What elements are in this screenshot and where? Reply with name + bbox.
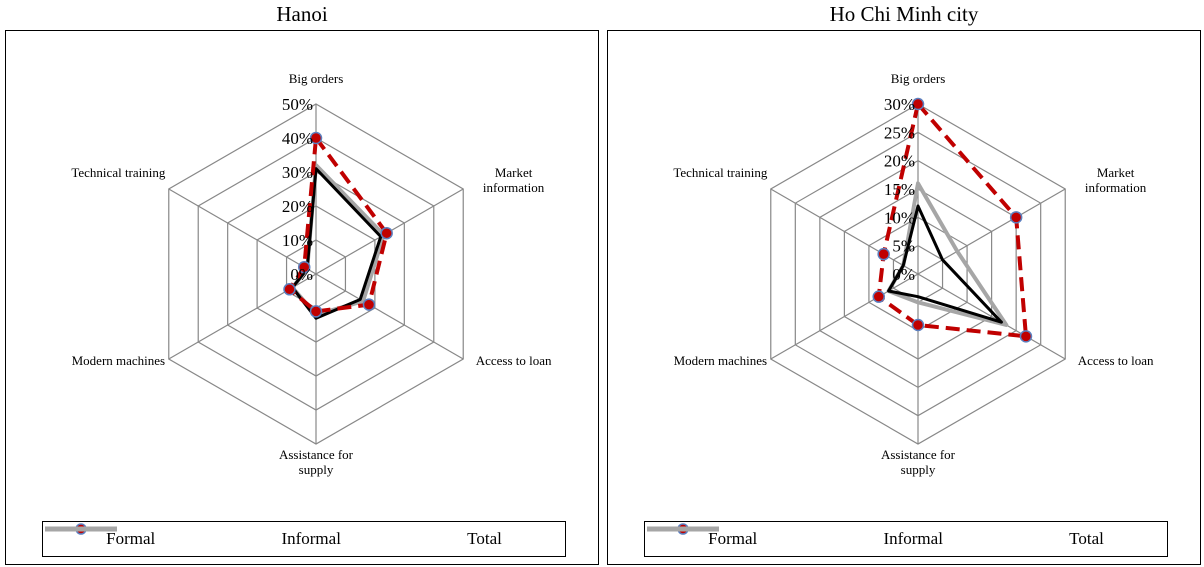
y-tick-label: 30% <box>282 163 313 182</box>
spoke <box>770 273 919 360</box>
y-tick-label: 40% <box>282 129 313 148</box>
legend-swatch <box>647 526 719 532</box>
legend-item: Informal <box>647 527 943 549</box>
y-tick-label: 20% <box>884 152 915 171</box>
y-tick-label: 10% <box>884 208 915 227</box>
spoke <box>315 273 464 360</box>
marker <box>362 298 376 311</box>
y-tick-label: 0% <box>290 265 313 284</box>
category-label: Big orders <box>288 71 344 86</box>
spoke <box>168 188 317 275</box>
marker <box>297 260 311 274</box>
y-tick-label: 30% <box>884 95 915 114</box>
legend-item: Total <box>45 526 502 549</box>
category-label: Technical training <box>71 165 166 180</box>
category-label: Big orders <box>890 71 946 86</box>
series-line <box>887 204 1003 324</box>
y-tick-label: 25% <box>884 123 915 142</box>
y-tick-label: 0% <box>892 265 915 284</box>
legend-label: Formal <box>708 529 758 548</box>
category-label: Modern machines <box>71 353 166 368</box>
legend: Formal Informal Total <box>644 521 1168 557</box>
legend-label: Formal <box>106 529 156 548</box>
marker <box>877 247 890 261</box>
marker <box>309 131 323 145</box>
y-tick-label: 20% <box>282 197 313 216</box>
legend: Formal Informal Total <box>42 521 566 557</box>
marker <box>283 283 296 296</box>
legend-swatch <box>45 526 117 532</box>
legend-label: Total <box>1069 529 1104 548</box>
chart-title: Ho Chi Minh city <box>829 2 979 26</box>
marker <box>1009 211 1023 224</box>
marker <box>911 318 925 332</box>
chart: 0% 5% 10% 15% 20% 25% 30% <box>770 95 1066 445</box>
chart-panel: 0% 10% 20% 30% 40% 50% Big orders Market inform… <box>5 30 599 565</box>
legend-item: Total <box>647 526 1104 549</box>
y-tick-label: 10% <box>282 231 313 250</box>
chart: 0% 10% 20% 30% 40% 50% <box>168 95 464 445</box>
y-tick-label: 5% <box>892 237 915 256</box>
legend-item: Informal <box>45 527 341 549</box>
y-tick-label: 15% <box>884 180 915 199</box>
legend-label: Informal <box>883 529 943 548</box>
chart-panel: 0% 5% 10% 15% 20% 25% 30% Big orders Market info… <box>607 30 1201 565</box>
legend-label: Informal <box>281 529 341 548</box>
category-label: Modern machines <box>673 353 768 368</box>
marker <box>380 226 393 240</box>
spoke <box>770 188 919 275</box>
chart-title: Hanoi <box>276 2 328 26</box>
category-label: Assistance for supply <box>880 447 955 477</box>
category-label: Market information <box>1084 165 1147 195</box>
legend-label: Total <box>467 529 502 548</box>
marker <box>911 97 925 111</box>
category-label: Access to loan <box>1077 353 1154 368</box>
category-label: Technical training <box>673 165 768 180</box>
category-label: Market information <box>482 165 545 195</box>
category-label: Assistance for supply <box>278 447 353 477</box>
marker <box>309 305 323 318</box>
y-tick-label: 50% <box>282 95 313 114</box>
spoke <box>917 273 1066 360</box>
marker <box>1019 330 1033 343</box>
marker <box>872 290 885 303</box>
category-label: Access to loan <box>475 353 552 368</box>
